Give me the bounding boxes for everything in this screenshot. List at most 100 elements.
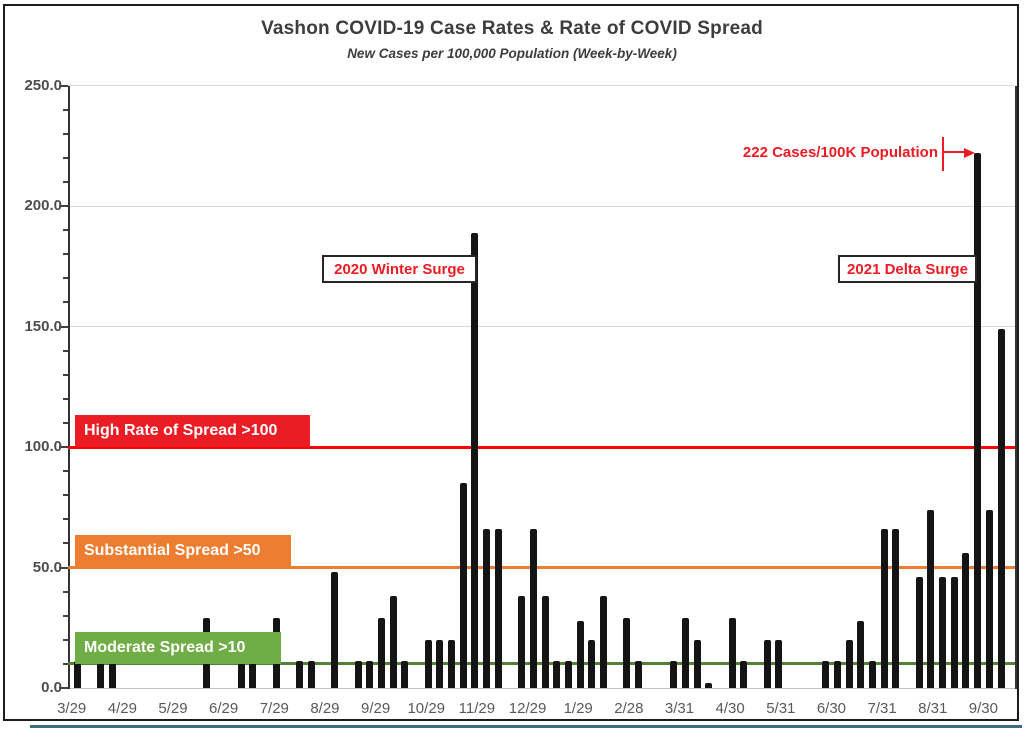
threshold-line-50 <box>68 566 1015 569</box>
bar-week-79 <box>997 328 1005 688</box>
bar-week-42 <box>564 661 572 688</box>
bar-week-68 <box>868 661 876 688</box>
bar-week-33 <box>459 483 467 688</box>
y-minor-tick <box>63 132 68 135</box>
y-major-tick <box>59 205 68 207</box>
bar-week-48 <box>635 661 643 688</box>
bar-week-59 <box>763 639 771 688</box>
bar-week-66 <box>845 639 853 688</box>
outer-border <box>3 4 1019 721</box>
x-tick-label: 6/30 <box>816 700 847 717</box>
y-minor-tick <box>63 590 68 593</box>
bar-week-3 <box>109 661 117 688</box>
bar-week-24 <box>354 661 362 688</box>
bar-week-0 <box>74 661 81 688</box>
bar-week-54 <box>705 683 713 688</box>
bar-week-44 <box>588 639 596 688</box>
threshold-line-10 <box>68 662 1015 666</box>
x-tick-label: 8/31 <box>918 700 948 717</box>
bar-week-53 <box>693 639 701 688</box>
bar-week-69 <box>880 528 888 688</box>
x-tick-label: 10/29 <box>407 700 446 717</box>
bar-week-22 <box>331 572 339 688</box>
x-tick-label: 8/29 <box>310 700 340 717</box>
y-minor-tick <box>63 349 68 352</box>
threshold-label-moderate: Moderate Spread >10 <box>75 632 281 664</box>
annotation-delta-surge: 2021 Delta Surge <box>838 255 977 283</box>
bar-week-2 <box>97 661 105 688</box>
y-minor-tick <box>63 421 68 424</box>
callout-arrow-shaft <box>943 151 965 153</box>
bar-week-47 <box>623 618 631 688</box>
y-minor-tick <box>63 108 68 111</box>
x-tick-label: 5/31 <box>766 700 796 717</box>
x-tick-label: 9/30 <box>968 700 998 717</box>
bar-week-43 <box>576 620 584 688</box>
y-tick-label: 0.0 <box>41 679 62 696</box>
plot-right-border <box>1015 85 1017 689</box>
y-major-tick <box>59 687 68 689</box>
bar-week-45 <box>600 596 608 688</box>
y-minor-tick <box>63 397 68 400</box>
y-tick-label: 250.0 <box>24 76 62 94</box>
y-major-tick <box>59 566 68 569</box>
y-minor-tick <box>63 156 68 159</box>
bar-week-52 <box>681 618 689 688</box>
bar-week-51 <box>670 661 678 688</box>
y-tick-label: 200.0 <box>24 197 62 214</box>
x-tick-label: 3/31 <box>664 700 695 717</box>
bar-week-57 <box>740 661 748 688</box>
bar-week-36 <box>494 528 502 688</box>
bar-week-64 <box>822 661 830 688</box>
x-tick-label: 9/29 <box>360 700 391 717</box>
x-axis-line <box>68 688 1017 689</box>
bar-week-67 <box>857 620 865 688</box>
y-minor-tick <box>63 301 68 304</box>
threshold-label-high: High Rate of Spread >100 <box>75 415 310 447</box>
bar-week-56 <box>728 618 736 688</box>
bar-week-34 <box>471 232 479 688</box>
y-minor-tick <box>63 494 68 497</box>
y-minor-tick <box>63 638 68 641</box>
bar-week-28 <box>401 661 409 688</box>
gridline <box>68 85 1015 86</box>
bottom-rule <box>30 725 1022 728</box>
x-tick-label: 7/31 <box>867 700 897 717</box>
y-major-tick <box>59 325 68 328</box>
bar-week-14 <box>237 661 245 688</box>
threshold-label-substantial: Substantial Spread >50 <box>75 535 291 567</box>
y-tick-label: 100.0 <box>24 438 62 455</box>
x-tick-label: 11/29 <box>458 700 496 717</box>
y-axis-line <box>68 85 70 689</box>
y-minor-tick <box>63 662 68 665</box>
y-minor-tick <box>63 373 68 376</box>
bar-week-78 <box>985 509 993 688</box>
callout-arrow-tail <box>942 137 944 171</box>
x-tick-label: 1/29 <box>563 700 593 717</box>
chart-subtitle: New Cases per 100,000 Population (Week-b… <box>347 46 677 61</box>
bar-week-19 <box>296 661 304 688</box>
x-tick-label: 4/29 <box>107 700 137 717</box>
x-tick-label: 5/29 <box>158 700 188 717</box>
y-tick-label: 150.0 <box>24 317 62 335</box>
bar-week-32 <box>448 639 456 688</box>
y-minor-tick <box>63 518 68 521</box>
bar-week-65 <box>833 661 841 688</box>
bar-week-77 <box>974 152 982 688</box>
x-tick-label: 2/28 <box>614 700 644 717</box>
bar-week-31 <box>436 639 444 688</box>
x-tick-label: 6/29 <box>209 700 239 717</box>
y-minor-tick <box>63 277 68 280</box>
gridline <box>68 205 1015 207</box>
chart-title: Vashon COVID-19 Case Rates & Rate of COV… <box>261 18 763 39</box>
bar-week-27 <box>389 596 397 688</box>
y-minor-tick <box>63 470 68 473</box>
bar-week-38 <box>518 596 526 688</box>
y-tick-label: 50.0 <box>32 558 62 576</box>
y-minor-tick <box>63 180 68 183</box>
bar-week-25 <box>366 661 374 688</box>
y-minor-tick <box>63 229 68 232</box>
y-major-tick <box>59 84 68 87</box>
bar-week-74 <box>939 577 947 688</box>
bar-week-39 <box>529 528 537 688</box>
